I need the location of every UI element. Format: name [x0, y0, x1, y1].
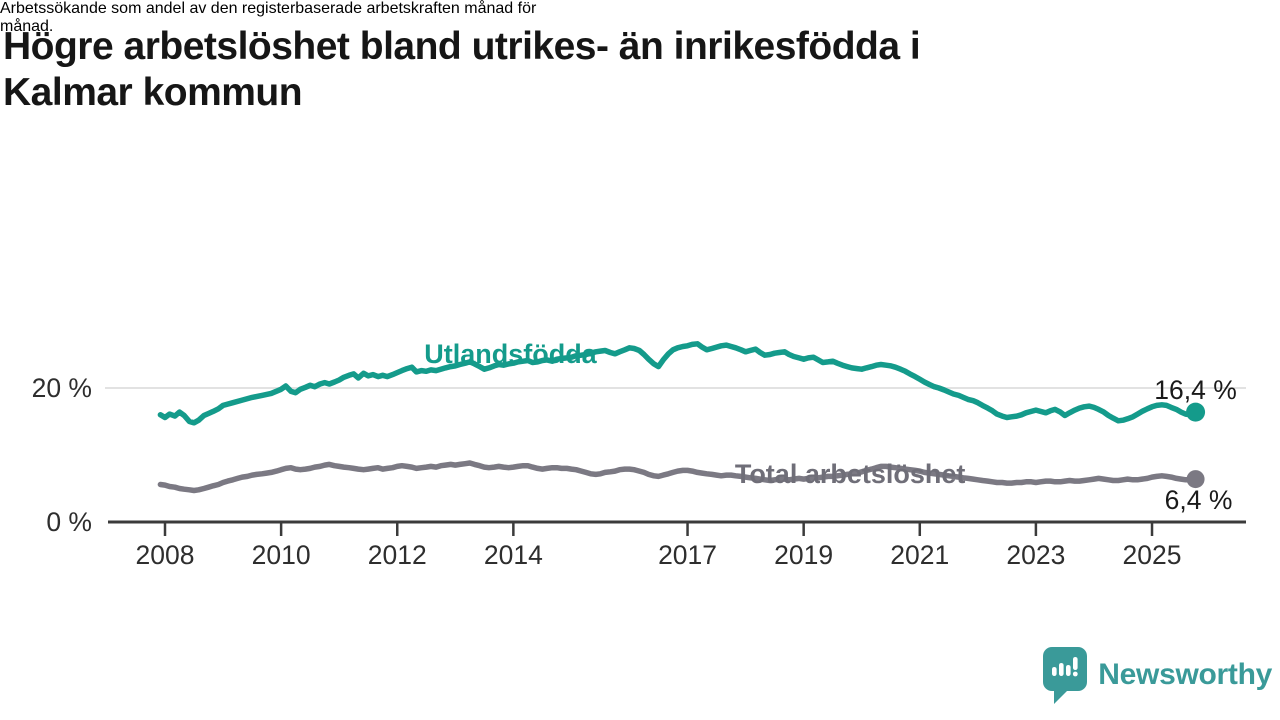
bar-3	[1066, 665, 1071, 676]
exclamation-dot	[1073, 671, 1078, 677]
page-title-line-2: Kalmar kommun	[3, 71, 303, 114]
series-endpoint-dot-0	[1186, 402, 1206, 422]
x-tick-label-2017: 2017	[658, 540, 717, 570]
x-tick-label-2014: 2014	[484, 540, 543, 570]
page-subtitle-line-1: Arbetssökande som andel av den registerb…	[0, 0, 537, 17]
x-tick-label-2019: 2019	[774, 540, 833, 570]
series-label-0: Utlandsfödda	[424, 339, 597, 369]
series-label-1: Total arbetslöshet	[735, 459, 966, 489]
newsworthy-wordmark: Newsworthy	[1098, 658, 1272, 691]
x-tick-label-2008: 2008	[136, 540, 195, 570]
series-line-utlandsf-dda	[157, 341, 1199, 426]
series-line-total-arbetsl-shet	[157, 460, 1199, 494]
y-tick-label-20: 20 %	[32, 373, 92, 403]
page-subtitle-line-2: månad.	[0, 18, 54, 35]
y-tick-label-0: 0 %	[46, 507, 92, 537]
bar-1	[1052, 667, 1057, 676]
newsworthy-speech-bubble-bar-chart-icon	[1043, 647, 1088, 704]
page-title-line-1: Högre arbetslöshet bland utrikes- än inr…	[3, 25, 921, 68]
x-tick-label-2021: 2021	[890, 540, 949, 570]
speech-bubble-shape	[1043, 647, 1088, 704]
x-tick-label-2012: 2012	[368, 540, 427, 570]
newsworthy-logo: Newsworthy	[1042, 646, 1272, 704]
bar-2	[1059, 663, 1064, 676]
series-end-value-label-0: 16,4 %	[1154, 375, 1237, 405]
x-tick-label-2023: 2023	[1006, 540, 1065, 570]
x-tick-label-2010: 2010	[252, 540, 311, 570]
exclamation-stem	[1073, 657, 1078, 670]
series-end-value-label-1: 6,4 %	[1165, 485, 1233, 515]
x-tick-label-2025: 2025	[1123, 540, 1182, 570]
series-endpoint-dot-1	[1186, 470, 1205, 489]
page-title: Högre arbetslöshet bland utrikes- än inr…	[3, 24, 921, 116]
